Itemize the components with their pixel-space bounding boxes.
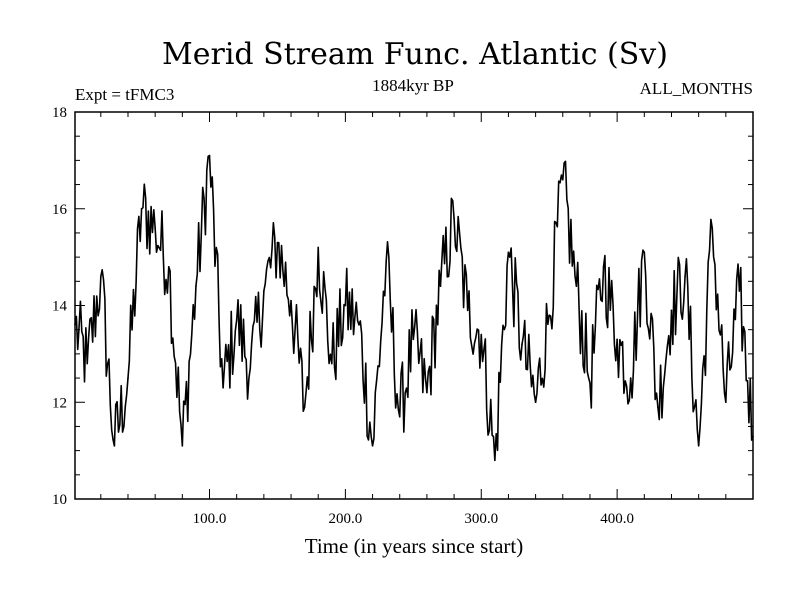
axis-ticks: 10 12 14 16 18 100.0 200.0 300.0 400.0 (52, 105, 753, 527)
data-point (494, 459, 496, 462)
data-point (521, 343, 523, 346)
data-point (249, 367, 252, 370)
data-point (412, 338, 415, 341)
data-point (317, 246, 320, 249)
y-tick-label: 16 (52, 202, 68, 218)
data-point (725, 401, 727, 404)
data-point (290, 299, 292, 302)
y-tick-label: 12 (52, 395, 67, 411)
data-point (140, 207, 143, 210)
data-point (426, 391, 428, 394)
data-point (86, 362, 89, 365)
data-point (330, 362, 333, 365)
x-tick-label: 300.0 (464, 511, 498, 527)
data-point (113, 444, 116, 447)
data-point (684, 275, 686, 278)
data-point (439, 285, 442, 287)
data-point (276, 241, 279, 244)
data-point (466, 309, 469, 312)
data-point (534, 401, 537, 404)
months-label: ALL_MONTHS (640, 79, 753, 98)
data-point (453, 217, 455, 220)
chart-title: Merid Stream Func. Atlantic (Sv) (162, 37, 668, 72)
data-point (235, 319, 238, 321)
data-point (371, 444, 374, 447)
y-tick-label: 14 (52, 299, 68, 315)
data-point (127, 377, 129, 379)
y-tick-label: 18 (52, 105, 67, 121)
experiment-label: Expt = tFMC3 (75, 85, 174, 104)
data-point (589, 382, 591, 384)
series-line (74, 154, 754, 462)
data-point (738, 290, 741, 292)
data-point (222, 386, 224, 389)
x-tick-label: 100.0 (193, 511, 227, 527)
data-point (507, 251, 510, 254)
data-point (100, 275, 102, 278)
period-label: 1884kyr BP (372, 76, 454, 95)
data-point (181, 444, 184, 447)
data-point (616, 338, 618, 341)
data-point (208, 154, 211, 157)
data-point (74, 324, 76, 326)
data-point (575, 285, 578, 287)
x-tick-label: 200.0 (329, 511, 363, 527)
data-point (670, 309, 673, 312)
data-point (154, 227, 156, 229)
data-point (167, 266, 170, 268)
data-point (480, 333, 483, 336)
data-point (385, 261, 387, 263)
y-tick-label: 10 (52, 492, 67, 508)
data-point (303, 406, 306, 408)
data-point (697, 444, 700, 447)
data-point (358, 324, 360, 326)
data-point (344, 304, 347, 307)
data-point (195, 285, 197, 287)
data-point (398, 415, 401, 418)
data-point (602, 266, 605, 268)
data-point (657, 406, 659, 408)
data-point (548, 314, 550, 316)
plot-frame (74, 111, 754, 500)
data-point (263, 290, 265, 292)
data-point (561, 178, 564, 181)
x-axis-label: Time (in years since start) (305, 534, 524, 558)
data-point (752, 435, 754, 437)
series-group (74, 154, 754, 462)
data-point (711, 227, 714, 229)
data-point (643, 251, 646, 254)
x-tick-label: 400.0 (600, 511, 634, 527)
data-point (629, 377, 632, 379)
